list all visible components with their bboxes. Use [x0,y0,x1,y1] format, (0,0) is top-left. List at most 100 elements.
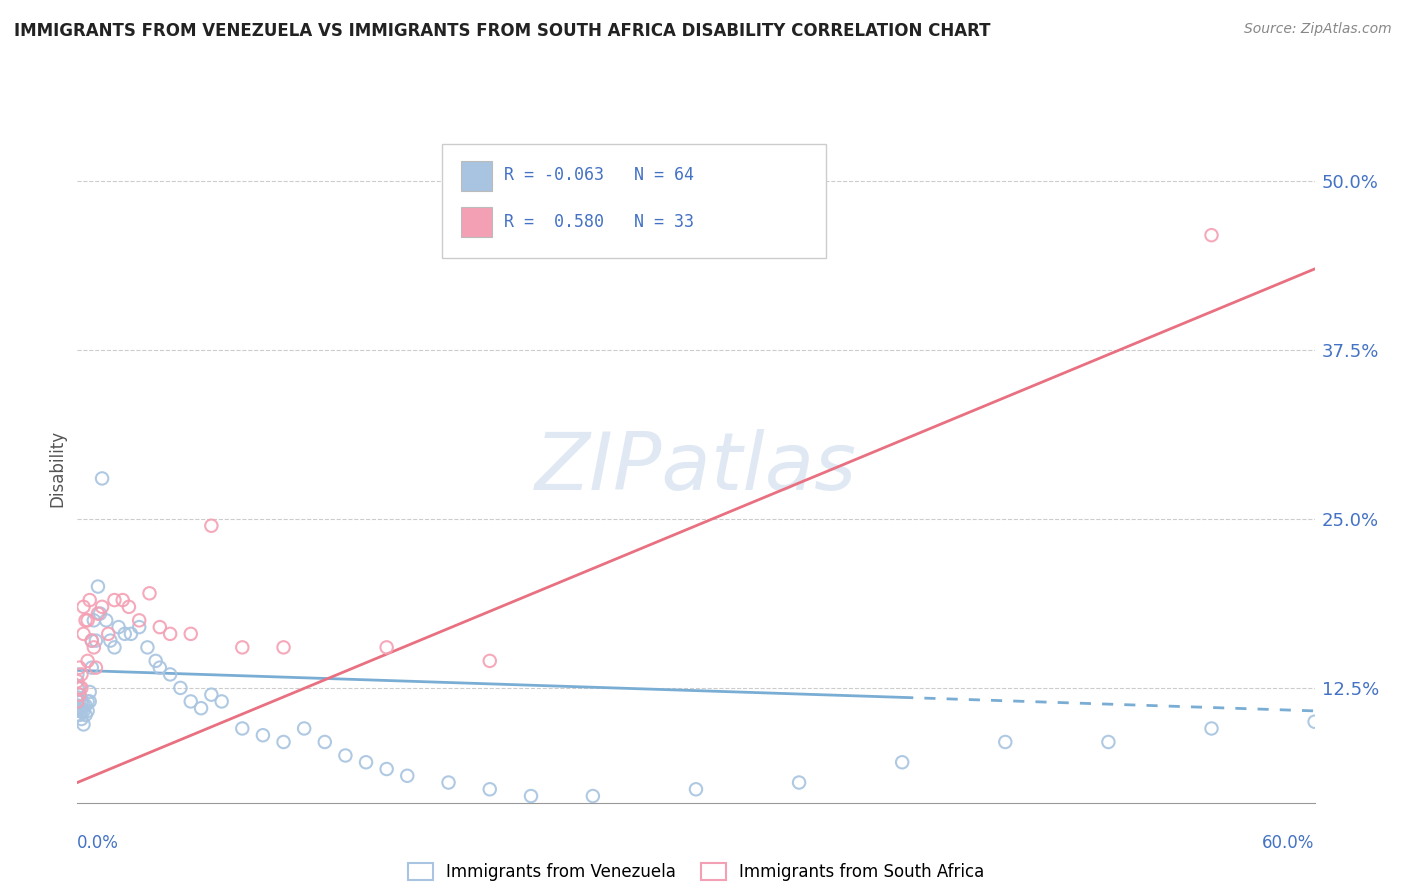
Point [98,633,121,648]
Point [149,620,172,634]
Text: R = -0.063   N = 64: R = -0.063 N = 64 [505,166,695,185]
Point [1201,228,1223,243]
Point [107,620,129,634]
Point [396,769,419,783]
Point [80,633,103,648]
Point [66,698,89,713]
Point [89,607,111,621]
Point [70,667,93,681]
Point [136,640,159,655]
Point [994,735,1017,749]
Point [231,640,253,655]
Point [72,704,94,718]
Point [66,674,89,689]
Point [66,694,89,708]
Point [437,775,460,789]
Point [103,593,125,607]
Point [97,627,120,641]
Point [67,660,90,674]
Point [70,712,93,726]
Point [66,704,89,718]
Point [145,654,167,668]
Point [354,756,377,770]
Point [1303,714,1326,729]
Point [375,640,398,655]
Text: R =  0.580   N = 33: R = 0.580 N = 33 [505,213,695,231]
Point [66,667,89,681]
Point [67,694,90,708]
Point [200,688,222,702]
Point [75,613,97,627]
Point [87,580,110,594]
Point [72,599,94,614]
Point [200,518,222,533]
Point [91,599,114,614]
Point [111,593,134,607]
Point [118,599,141,614]
Point [478,654,501,668]
Point [190,701,212,715]
Text: ZIPatlas: ZIPatlas [534,429,858,508]
Point [375,762,398,776]
Point [70,704,93,718]
Point [335,748,357,763]
Point [84,660,107,674]
Point [252,728,274,742]
Point [66,681,89,695]
Point [180,627,202,641]
Point [211,694,233,708]
Text: 0.0%: 0.0% [77,834,120,852]
Point [114,627,136,641]
Point [128,613,150,627]
Point [80,633,103,648]
Point [76,613,98,627]
Point [67,708,90,723]
Point [292,722,315,736]
Point [1097,735,1119,749]
Point [891,756,914,770]
Point [83,613,105,627]
Point [582,789,605,803]
Point [314,735,336,749]
Point [273,735,295,749]
Point [72,627,94,641]
Bar [461,208,492,237]
Point [169,681,191,695]
Point [67,688,90,702]
Text: IMMIGRANTS FROM VENEZUELA VS IMMIGRANTS FROM SOUTH AFRICA DISABILITY CORRELATION: IMMIGRANTS FROM VENEZUELA VS IMMIGRANTS … [14,22,991,40]
Point [76,654,98,668]
Point [76,694,98,708]
Point [75,698,97,713]
Point [70,681,93,695]
Point [180,694,202,708]
Legend: Immigrants from Venezuela, Immigrants from South Africa: Immigrants from Venezuela, Immigrants fr… [401,856,991,888]
Point [478,782,501,797]
Point [76,704,98,718]
Point [273,640,295,655]
Point [231,722,253,736]
Point [67,681,90,695]
Point [72,698,94,713]
Point [70,694,93,708]
Point [1201,722,1223,736]
Text: 60.0%: 60.0% [1263,834,1315,852]
Point [91,471,114,485]
Text: Source: ZipAtlas.com: Source: ZipAtlas.com [1244,22,1392,37]
Point [87,607,110,621]
Point [159,667,181,681]
Point [84,633,107,648]
Point [103,640,125,655]
Y-axis label: Disability: Disability [48,430,66,507]
Point [520,789,543,803]
Point [128,620,150,634]
Point [120,627,142,641]
Point [159,627,181,641]
FancyBboxPatch shape [443,144,825,258]
Point [66,690,89,705]
Point [80,660,103,674]
Point [149,660,172,674]
Point [138,586,160,600]
Point [75,708,97,723]
Point [79,694,101,708]
Point [72,717,94,731]
